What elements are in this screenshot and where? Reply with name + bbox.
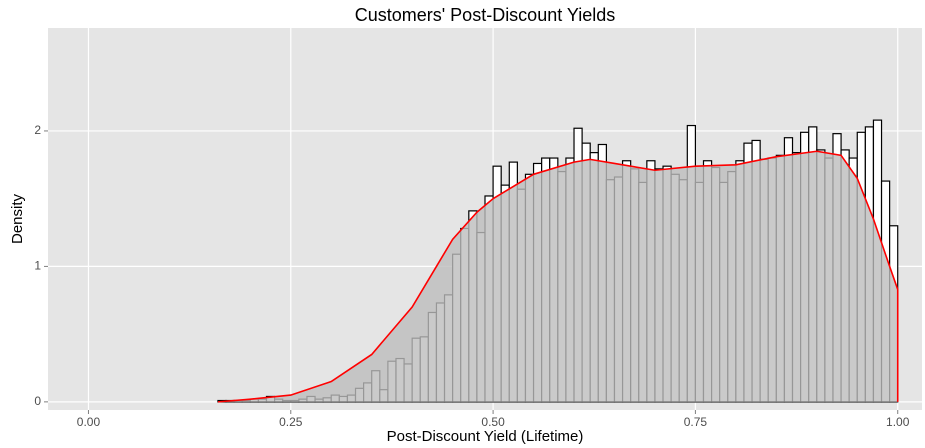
y-axis-label: Density bbox=[9, 193, 26, 244]
y-tick-label: 0 bbox=[34, 394, 41, 408]
x-tick-label: 0.75 bbox=[684, 415, 708, 429]
y-tick-label: 2 bbox=[34, 123, 41, 137]
y-tick-label: 1 bbox=[34, 259, 41, 273]
x-tick-label: 0.00 bbox=[77, 415, 101, 429]
x-tick-label: 0.50 bbox=[481, 415, 505, 429]
chart-title: Customers' Post-Discount Yields bbox=[355, 5, 616, 25]
x-axis-label: Post-Discount Yield (Lifetime) bbox=[387, 428, 584, 445]
density-area bbox=[217, 151, 898, 402]
x-tick-label: 0.25 bbox=[279, 415, 303, 429]
x-tick-label: 1.00 bbox=[886, 415, 910, 429]
density-line bbox=[217, 150, 899, 403]
